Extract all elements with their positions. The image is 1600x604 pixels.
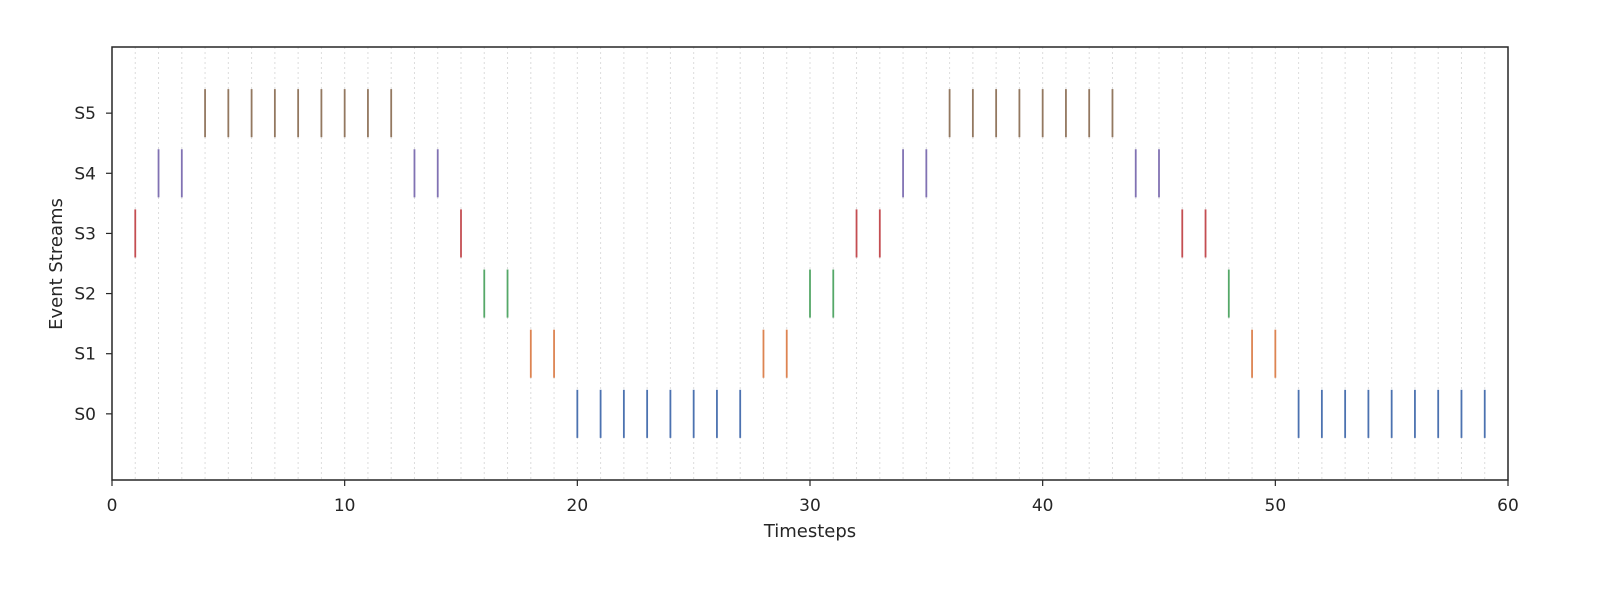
- events-layer: [134, 89, 1486, 438]
- x-tick-label: 40: [1032, 496, 1054, 516]
- x-tick-label: 20: [567, 496, 589, 516]
- y-tick-label: S3: [74, 224, 96, 244]
- x-axis-label: Timesteps: [763, 521, 856, 542]
- y-axis: S0 S1 S2 S3 S4 S5: [74, 104, 112, 425]
- y-tick-label: S4: [74, 164, 96, 184]
- y-tick-label: S5: [74, 104, 96, 124]
- x-axis: 0 10 20 30 40 50 60: [107, 480, 1519, 516]
- x-tick-label: 10: [334, 496, 356, 516]
- x-tick-label: 30: [799, 496, 821, 516]
- y-axis-label: Event Streams: [46, 198, 67, 330]
- x-tick-label: 50: [1265, 496, 1287, 516]
- x-tick-label: 0: [107, 496, 118, 516]
- grid-layer: [134, 47, 1486, 480]
- y-tick-label: S2: [74, 285, 96, 305]
- y-tick-label: S0: [74, 405, 96, 425]
- x-tick-label: 60: [1497, 496, 1519, 516]
- y-tick-label: S1: [74, 345, 96, 365]
